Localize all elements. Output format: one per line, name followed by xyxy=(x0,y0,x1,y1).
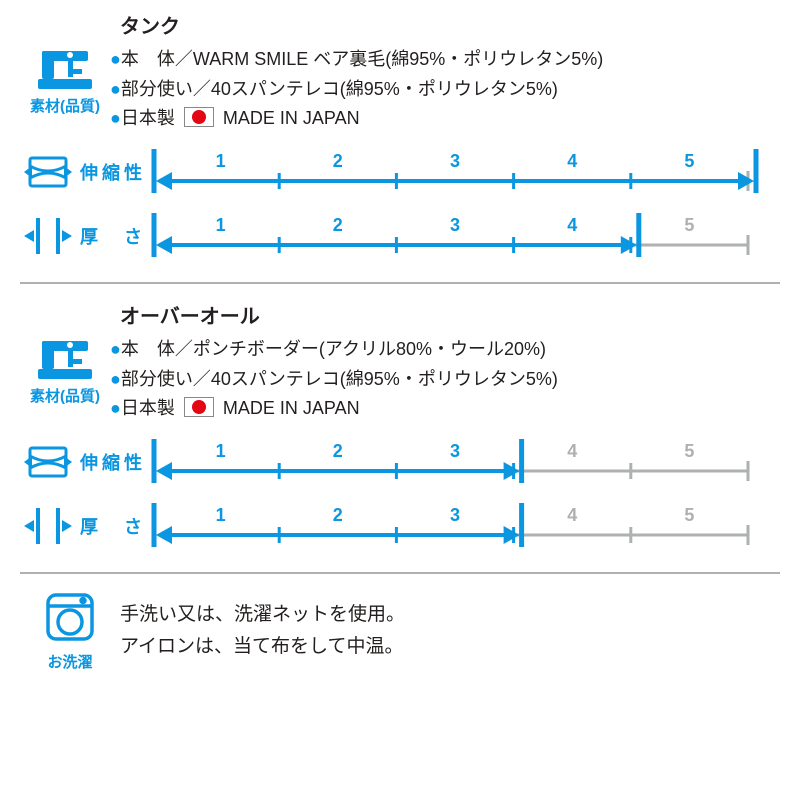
svg-text:1: 1 xyxy=(216,505,226,525)
svg-text:2: 2 xyxy=(333,151,343,171)
washing-machine-icon xyxy=(43,590,97,649)
svg-text:5: 5 xyxy=(684,151,694,171)
stretch-row: 伸縮性 1 2 3 4 5 xyxy=(20,436,780,488)
svg-text:3: 3 xyxy=(450,151,460,171)
stretch-label: 伸縮性 xyxy=(76,449,150,475)
svg-text:1: 1 xyxy=(216,215,226,235)
svg-text:3: 3 xyxy=(450,215,460,235)
material-line: ●本 体／ポンチボーダー(アクリル80%・ウール20%) xyxy=(110,335,780,365)
svg-text:5: 5 xyxy=(684,215,694,235)
thickness-label: 厚 さ xyxy=(76,513,150,539)
wash-instructions: 手洗い又は、洗濯ネットを使用。 アイロンは、当て布をして中温。 xyxy=(120,599,405,664)
product-title: タンク xyxy=(120,10,780,39)
thickness-scale: 1 2 3 4 5 xyxy=(150,499,780,554)
japan-flag-icon xyxy=(184,397,214,417)
thickness-icon xyxy=(20,216,76,256)
sewing-machine-icon xyxy=(38,45,92,93)
svg-text:4: 4 xyxy=(567,505,577,525)
svg-text:2: 2 xyxy=(333,505,343,525)
svg-text:3: 3 xyxy=(450,505,460,525)
material-line: ●部分使い／40スパンテレコ(綿95%・ポリウレタン5%) xyxy=(110,365,780,395)
svg-text:5: 5 xyxy=(684,505,694,525)
svg-text:3: 3 xyxy=(450,441,460,461)
product-block: オーバーオール 素材(品質) ●本 体／ポンチボーダー(アクリル80%・ウール2… xyxy=(20,300,780,552)
stretch-icon xyxy=(20,152,76,192)
svg-text:1: 1 xyxy=(216,441,226,461)
wash-section: お洗濯 手洗い又は、洗濯ネットを使用。 アイロンは、当て布をして中温。 xyxy=(20,590,780,672)
japan-flag-icon xyxy=(184,107,214,127)
origin-line: ●日本製 MADE IN JAPAN xyxy=(110,394,780,424)
stretch-scale: 1 2 3 4 5 xyxy=(150,435,780,490)
sewing-machine-icon xyxy=(38,335,92,383)
svg-text:2: 2 xyxy=(333,441,343,461)
svg-text:2: 2 xyxy=(333,215,343,235)
svg-text:5: 5 xyxy=(684,441,694,461)
thickness-label: 厚 さ xyxy=(76,223,150,249)
product-title: オーバーオール xyxy=(120,300,780,329)
stretch-row: 伸縮性 1 2 3 4 5 xyxy=(20,146,780,198)
thickness-scale: 1 2 3 4 5 xyxy=(150,209,780,264)
thickness-row: 厚 さ 1 2 3 4 5 xyxy=(20,500,780,552)
wash-label: お洗濯 xyxy=(47,651,92,672)
origin-line: ●日本製 MADE IN JAPAN xyxy=(110,104,780,134)
svg-text:4: 4 xyxy=(567,215,577,235)
material-line: ●部分使い／40スパンテレコ(綿95%・ポリウレタン5%) xyxy=(110,75,780,105)
svg-text:1: 1 xyxy=(216,151,226,171)
product-block: タンク 素材(品質) ●本 体／WARM SMILE ベア裏毛(綿95%・ポリウ… xyxy=(20,10,780,262)
stretch-icon xyxy=(20,442,76,482)
material-line: ●本 体／WARM SMILE ベア裏毛(綿95%・ポリウレタン5%) xyxy=(110,45,780,75)
svg-text:4: 4 xyxy=(567,151,577,171)
material-lines: ●本 体／WARM SMILE ベア裏毛(綿95%・ポリウレタン5%)●部分使い… xyxy=(110,45,780,134)
stretch-label: 伸縮性 xyxy=(76,159,150,185)
material-label: 素材(品質) xyxy=(30,95,100,116)
svg-text:4: 4 xyxy=(567,441,577,461)
material-lines: ●本 体／ポンチボーダー(アクリル80%・ウール20%)●部分使い／40スパンテ… xyxy=(110,335,780,424)
stretch-scale: 1 2 3 4 5 xyxy=(150,145,780,200)
section-divider xyxy=(20,282,780,284)
thickness-row: 厚 さ 1 2 3 4 5 xyxy=(20,210,780,262)
section-divider xyxy=(20,572,780,574)
thickness-icon xyxy=(20,506,76,546)
material-label: 素材(品質) xyxy=(30,385,100,406)
